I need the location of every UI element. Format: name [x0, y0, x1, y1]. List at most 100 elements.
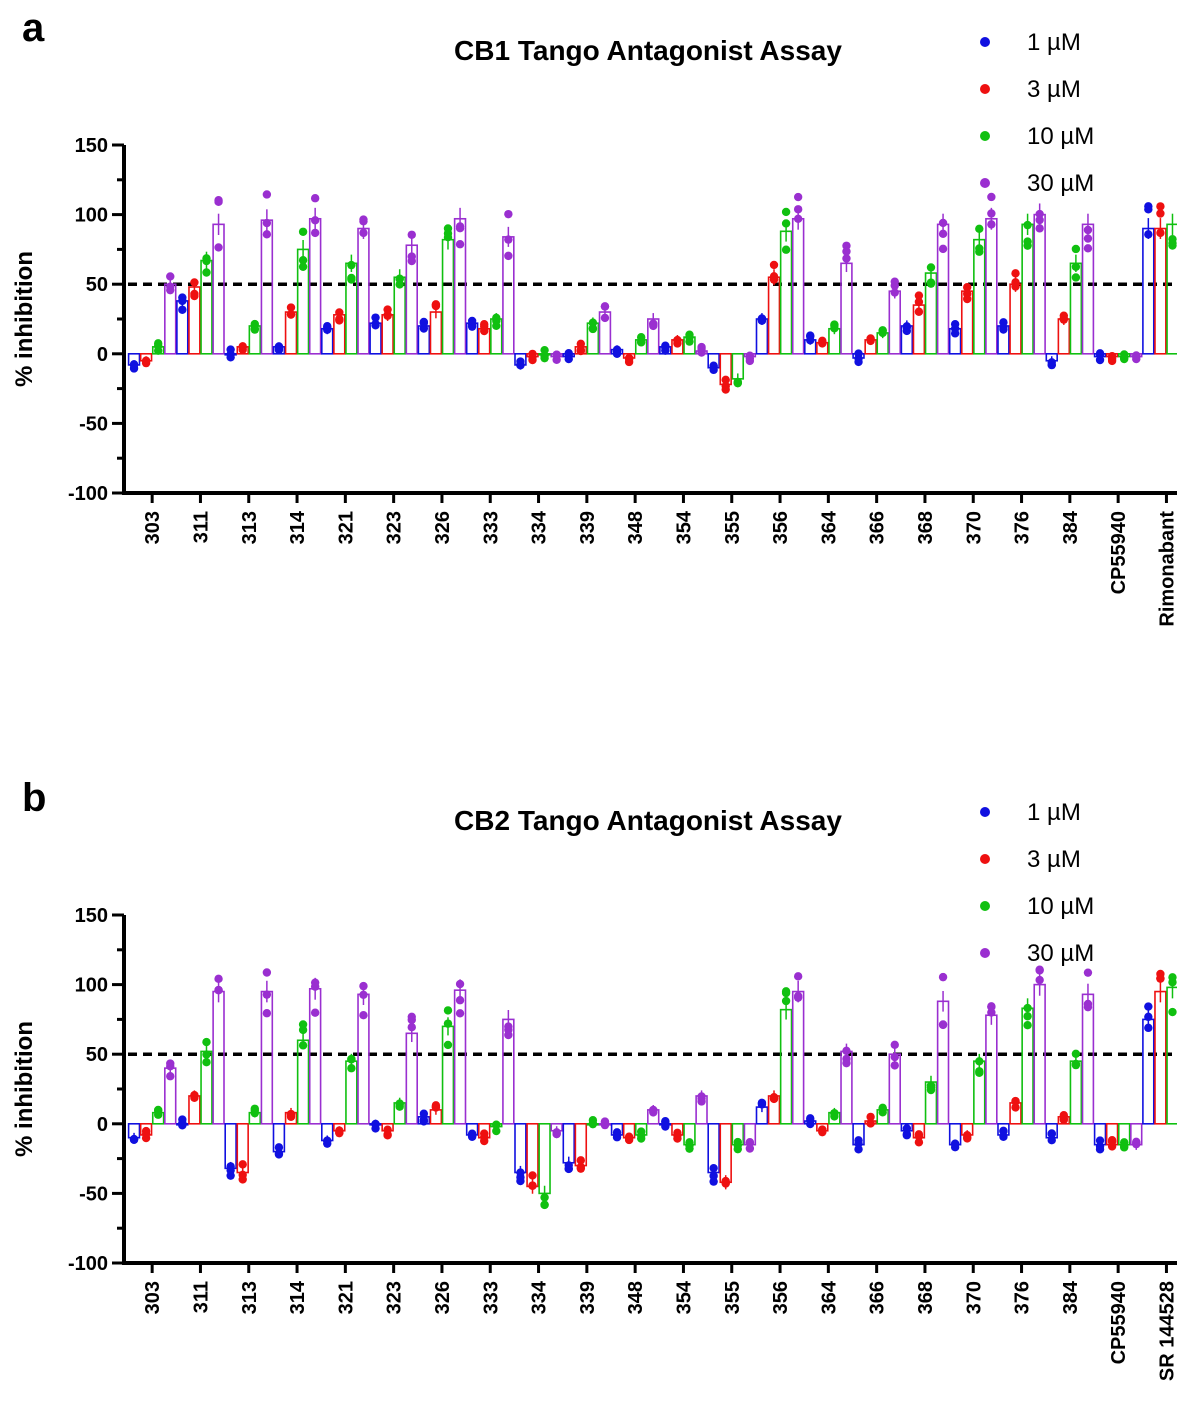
data-point [927, 1081, 935, 1089]
data-point [239, 342, 247, 350]
category-label: 326 [432, 511, 454, 544]
data-point [1156, 974, 1164, 982]
data-point [299, 1041, 307, 1049]
data-point [939, 1020, 947, 1028]
data-point [311, 216, 319, 224]
bar [1083, 994, 1094, 1123]
bar [974, 240, 985, 354]
category-label: 314 [287, 510, 309, 544]
data-point [565, 1165, 573, 1173]
data-point [987, 209, 995, 217]
panel-a: a CB1 Tango Antagonist Assay 1 µM 3 µM 10 µ… [0, 0, 1177, 700]
category-label: 311 [190, 1281, 212, 1313]
data-point [951, 1139, 959, 1147]
data-point [1060, 1115, 1068, 1123]
bar [1070, 1061, 1081, 1124]
data-point [601, 1117, 609, 1125]
data-point [456, 1009, 464, 1017]
data-point [709, 366, 717, 374]
data-point [202, 1050, 210, 1058]
data-point [359, 217, 367, 225]
data-point [371, 320, 379, 328]
data-point [154, 1111, 162, 1119]
data-point [1144, 1024, 1152, 1032]
data-point [166, 1072, 174, 1080]
data-point [420, 318, 428, 326]
bar [986, 1015, 997, 1124]
bar [769, 277, 780, 354]
y-tick-label: 100 [75, 975, 108, 997]
data-point [661, 1122, 669, 1130]
data-point [878, 329, 886, 337]
chart-title: CB1 Tango Antagonist Assay [454, 35, 842, 66]
category-label: 348 [625, 511, 647, 544]
cb1-chart: CB1 Tango Antagonist Assay 1 µM 3 µM 10 µM 3… [0, 0, 1177, 700]
data-point [854, 1139, 862, 1147]
data-point [311, 982, 319, 990]
bar [841, 263, 852, 353]
data-point [214, 243, 222, 251]
data-point [1011, 1103, 1019, 1111]
data-point [842, 1055, 850, 1063]
data-point [263, 219, 271, 227]
y-tick-label: 0 [97, 344, 108, 366]
data-point [1084, 968, 1092, 976]
bar [165, 284, 176, 354]
category-label: 314 [287, 1280, 309, 1314]
data-point [951, 329, 959, 337]
data-point [263, 990, 271, 998]
data-point [915, 1138, 923, 1146]
data-point [818, 1125, 826, 1133]
data-point [408, 1016, 416, 1024]
data-point [794, 193, 802, 201]
data-point [190, 278, 198, 286]
data-point [383, 1130, 391, 1138]
category-label: 376 [1012, 511, 1034, 544]
data-point [468, 1133, 476, 1141]
data-point [987, 193, 995, 201]
data-point [891, 1061, 899, 1069]
category-label: 323 [384, 511, 406, 544]
data-point [299, 256, 307, 264]
data-point [975, 1057, 983, 1065]
data-point [673, 1131, 681, 1139]
data-point [1156, 209, 1164, 217]
category-label: Rimonabant [1156, 511, 1177, 627]
data-point [613, 347, 621, 355]
data-point [480, 1137, 488, 1145]
data-point [818, 337, 826, 345]
legend-label: 1 µM [1027, 29, 1081, 56]
data-point [202, 257, 210, 265]
data-point [927, 263, 935, 271]
data-point [577, 1164, 585, 1172]
data-point [577, 347, 585, 355]
category-label: 364 [818, 510, 840, 544]
data-point [1132, 1138, 1140, 1146]
y-tick-label: -100 [68, 1253, 108, 1275]
data-point [854, 358, 862, 366]
data-point [1023, 1012, 1031, 1020]
data-point [480, 320, 488, 328]
data-point [830, 324, 838, 332]
data-point [1144, 230, 1152, 238]
y-tick-label: 50 [86, 1044, 108, 1066]
data-point [1048, 1136, 1056, 1144]
data-point [1035, 976, 1043, 984]
panel-b: b CB2 Tango Antagonist Assay 1 µM 3 µM 10 µ… [0, 770, 1177, 1416]
data-point [1035, 210, 1043, 218]
data-point [251, 1109, 259, 1117]
data-point [299, 228, 307, 236]
data-point [347, 1055, 355, 1063]
data-point [722, 1177, 730, 1185]
category-label: 364 [818, 1280, 840, 1314]
data-point [1072, 245, 1080, 253]
data-point [347, 261, 355, 269]
data-point [927, 278, 935, 286]
data-point [516, 360, 524, 368]
data-point [528, 1182, 536, 1190]
category-label: 339 [577, 511, 599, 544]
legend-marker [980, 807, 990, 817]
category-label: 323 [384, 1281, 406, 1314]
data-point [975, 1069, 983, 1077]
bar [720, 1124, 731, 1182]
